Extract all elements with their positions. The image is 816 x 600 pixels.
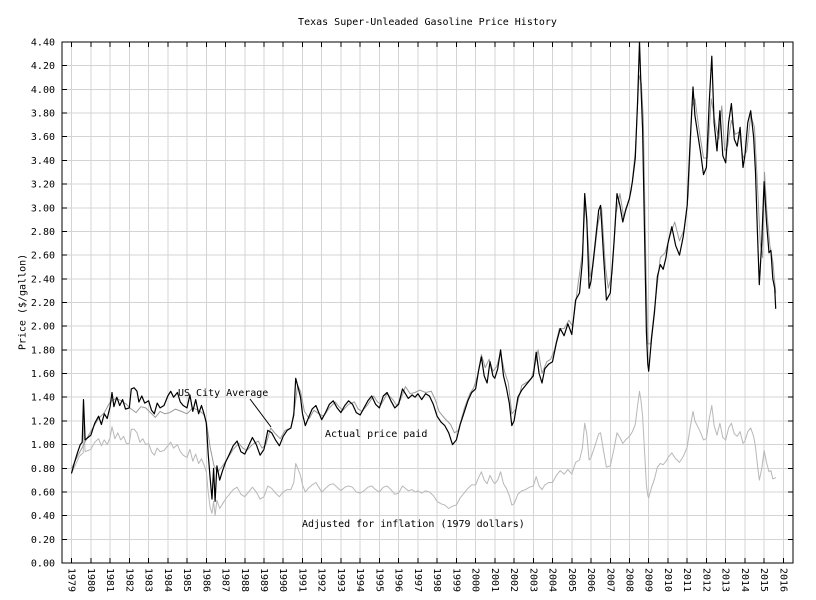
x-tick-label: 1990 bbox=[277, 568, 288, 592]
x-tick-label: 1994 bbox=[354, 568, 365, 592]
y-tick-label: 1.20 bbox=[31, 416, 55, 427]
x-tick-label: 2011 bbox=[681, 568, 692, 592]
y-tick-label: 1.60 bbox=[31, 369, 55, 380]
x-tick-label: 1998 bbox=[431, 568, 442, 592]
x-tick-label: 1999 bbox=[450, 568, 461, 592]
y-tick-label: 3.20 bbox=[31, 180, 55, 191]
x-tick-label: 1984 bbox=[162, 568, 173, 592]
x-tick-label: 1980 bbox=[85, 568, 96, 592]
x-tick-label: 2012 bbox=[700, 568, 711, 592]
y-tick-label: 2.60 bbox=[31, 251, 55, 262]
x-tick-label: 2005 bbox=[566, 568, 577, 592]
y-tick-label: 2.40 bbox=[31, 274, 55, 285]
y-tick-label: 4.00 bbox=[31, 85, 55, 96]
x-tick-label: 2013 bbox=[720, 568, 731, 592]
y-axis-label: Price ($/gallon) bbox=[17, 253, 29, 351]
x-tick-label: 2015 bbox=[758, 568, 769, 592]
x-tick-label: 2014 bbox=[739, 568, 750, 592]
x-tick-label: 2007 bbox=[604, 568, 615, 592]
y-tick-label: 4.20 bbox=[31, 61, 55, 72]
y-tick-label: 0.60 bbox=[31, 487, 55, 498]
x-tick-label: 1988 bbox=[239, 568, 250, 592]
x-tick-label: 2009 bbox=[643, 568, 654, 592]
x-tick-label: 2002 bbox=[508, 568, 519, 592]
x-tick-label: 1989 bbox=[258, 568, 269, 592]
x-tick-label: 1991 bbox=[296, 568, 307, 592]
y-tick-label: 0.40 bbox=[31, 511, 55, 522]
x-tick-label: 2000 bbox=[470, 568, 481, 592]
series-us_city_average-line bbox=[71, 74, 777, 473]
x-tick-label: 1979 bbox=[66, 568, 77, 592]
y-tick-label: 3.60 bbox=[31, 132, 55, 143]
y-tick-label: 3.80 bbox=[31, 109, 55, 120]
x-tick-label: 2006 bbox=[585, 568, 596, 592]
y-tick-label: 2.20 bbox=[31, 298, 55, 309]
y-tick-label: 0.20 bbox=[31, 535, 55, 546]
x-tick-label: 1993 bbox=[335, 568, 346, 592]
x-tick-label: 1987 bbox=[220, 568, 231, 592]
y-tick-label: 2.00 bbox=[31, 322, 55, 333]
y-tick-label: 3.40 bbox=[31, 156, 55, 167]
x-tick-label: 1983 bbox=[143, 568, 154, 592]
annotation-us-city-average: US City Average bbox=[178, 388, 268, 399]
x-tick-label: 1981 bbox=[104, 568, 115, 592]
series-actual-line bbox=[71, 41, 777, 502]
annotation-inflation-adjusted: Adjusted for inflation (1979 dollars) bbox=[302, 519, 525, 530]
y-tick-label: 4.40 bbox=[31, 38, 55, 49]
x-tick-label: 2008 bbox=[623, 568, 634, 592]
x-tick-label: 2010 bbox=[662, 568, 673, 592]
x-tick-label: 2016 bbox=[777, 568, 788, 592]
series-inflation_adjusted-line bbox=[71, 390, 777, 517]
x-tick-label: 2004 bbox=[547, 568, 558, 592]
x-tick-label: 1982 bbox=[123, 568, 134, 592]
chart-title: Texas Super-Unleaded Gasoline Price Hist… bbox=[298, 17, 557, 28]
annotation-actual-price-paid: Actual price paid bbox=[325, 429, 427, 440]
x-tick-label: 1986 bbox=[200, 568, 211, 592]
annotation-leader-line bbox=[249, 398, 272, 428]
x-tick-label: 1995 bbox=[373, 568, 384, 592]
x-tick-label: 1985 bbox=[181, 568, 192, 592]
x-tick-label: 1996 bbox=[393, 568, 404, 592]
x-tick-label: 2003 bbox=[527, 568, 538, 592]
x-tick-label: 2001 bbox=[489, 568, 500, 592]
y-tick-label: 1.40 bbox=[31, 393, 55, 404]
y-tick-label: 3.00 bbox=[31, 203, 55, 214]
y-tick-label: 0.80 bbox=[31, 464, 55, 475]
x-tick-label: 1997 bbox=[412, 568, 423, 592]
y-tick-label: 1.00 bbox=[31, 440, 55, 451]
y-tick-label: 1.80 bbox=[31, 345, 55, 356]
x-tick-label: 1992 bbox=[316, 568, 327, 592]
y-tick-label: 2.80 bbox=[31, 227, 55, 238]
y-tick-label: 0.00 bbox=[31, 559, 55, 570]
